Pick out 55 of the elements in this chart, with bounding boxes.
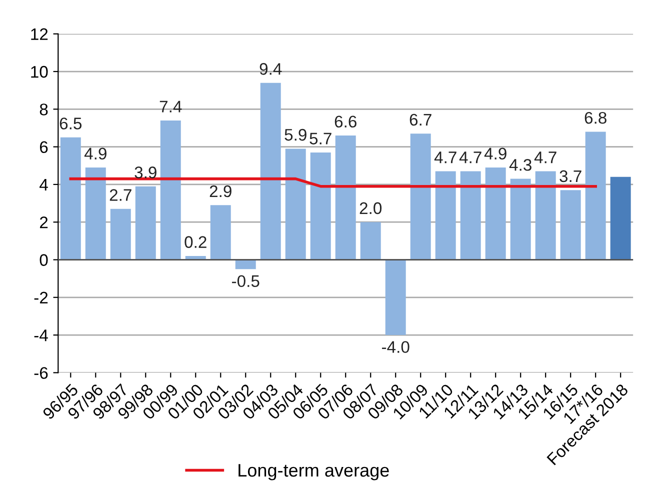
bar: [585, 132, 606, 260]
data-label: 6.7: [410, 114, 432, 126]
y-tick-label: 8: [40, 104, 48, 116]
data-label: 3.9: [134, 166, 156, 178]
data-label: 5.9: [284, 128, 306, 141]
bar: [385, 260, 406, 336]
bar: [410, 134, 431, 260]
bar: [510, 178, 531, 260]
data-label: 4.3: [509, 159, 532, 171]
y-tick-label: 10: [31, 66, 48, 78]
data-label: 2.7: [110, 189, 132, 201]
data-label: 2.0: [360, 202, 382, 214]
bar: [60, 137, 81, 260]
data-label: -4.0: [382, 341, 410, 353]
bar: [135, 186, 156, 260]
y-tick-label: -6: [34, 367, 48, 379]
data-label: 9.4: [260, 63, 282, 75]
bar: [335, 136, 356, 260]
bar: [260, 82, 281, 260]
y-tick-label: -2: [34, 292, 48, 304]
bar: [210, 205, 231, 260]
bar: [560, 190, 581, 260]
data-label: 7.4: [160, 100, 182, 112]
bar: [460, 171, 481, 260]
y-tick-label: 4: [40, 179, 48, 190]
y-tick-label: -4: [34, 330, 48, 342]
bar: [85, 168, 106, 260]
data-label: 5.7: [310, 132, 332, 144]
data-label: 3.7: [560, 170, 582, 182]
bar: [235, 260, 256, 270]
y-tick-label: 0: [40, 254, 48, 266]
data-label: 4.7: [459, 152, 482, 164]
y-tick-label: 6: [40, 141, 48, 154]
data-label: -0.5: [232, 275, 260, 288]
bar: [435, 171, 456, 260]
data-label: 2.9: [210, 185, 232, 198]
bar: [360, 222, 381, 260]
data-label: 4.9: [484, 148, 506, 160]
data-label: 6.8: [584, 112, 606, 124]
bar: [535, 171, 556, 260]
data-label: 0.2: [184, 236, 206, 248]
data-label: 4.7: [534, 152, 556, 164]
data-label: 4.7: [434, 152, 456, 164]
data-label: 6.5: [60, 118, 82, 130]
data-label: 4.9: [84, 148, 106, 160]
bar: [610, 176, 631, 260]
y-tick-label: 2: [40, 216, 48, 228]
y-tick-label: 12: [31, 28, 48, 40]
bar: [310, 152, 331, 260]
data-label: 6.6: [334, 116, 356, 128]
bar: [285, 148, 306, 260]
legend-label: Long-term average: [238, 464, 389, 480]
bar: [485, 168, 506, 260]
bar: [110, 208, 131, 260]
bar: [160, 120, 181, 260]
